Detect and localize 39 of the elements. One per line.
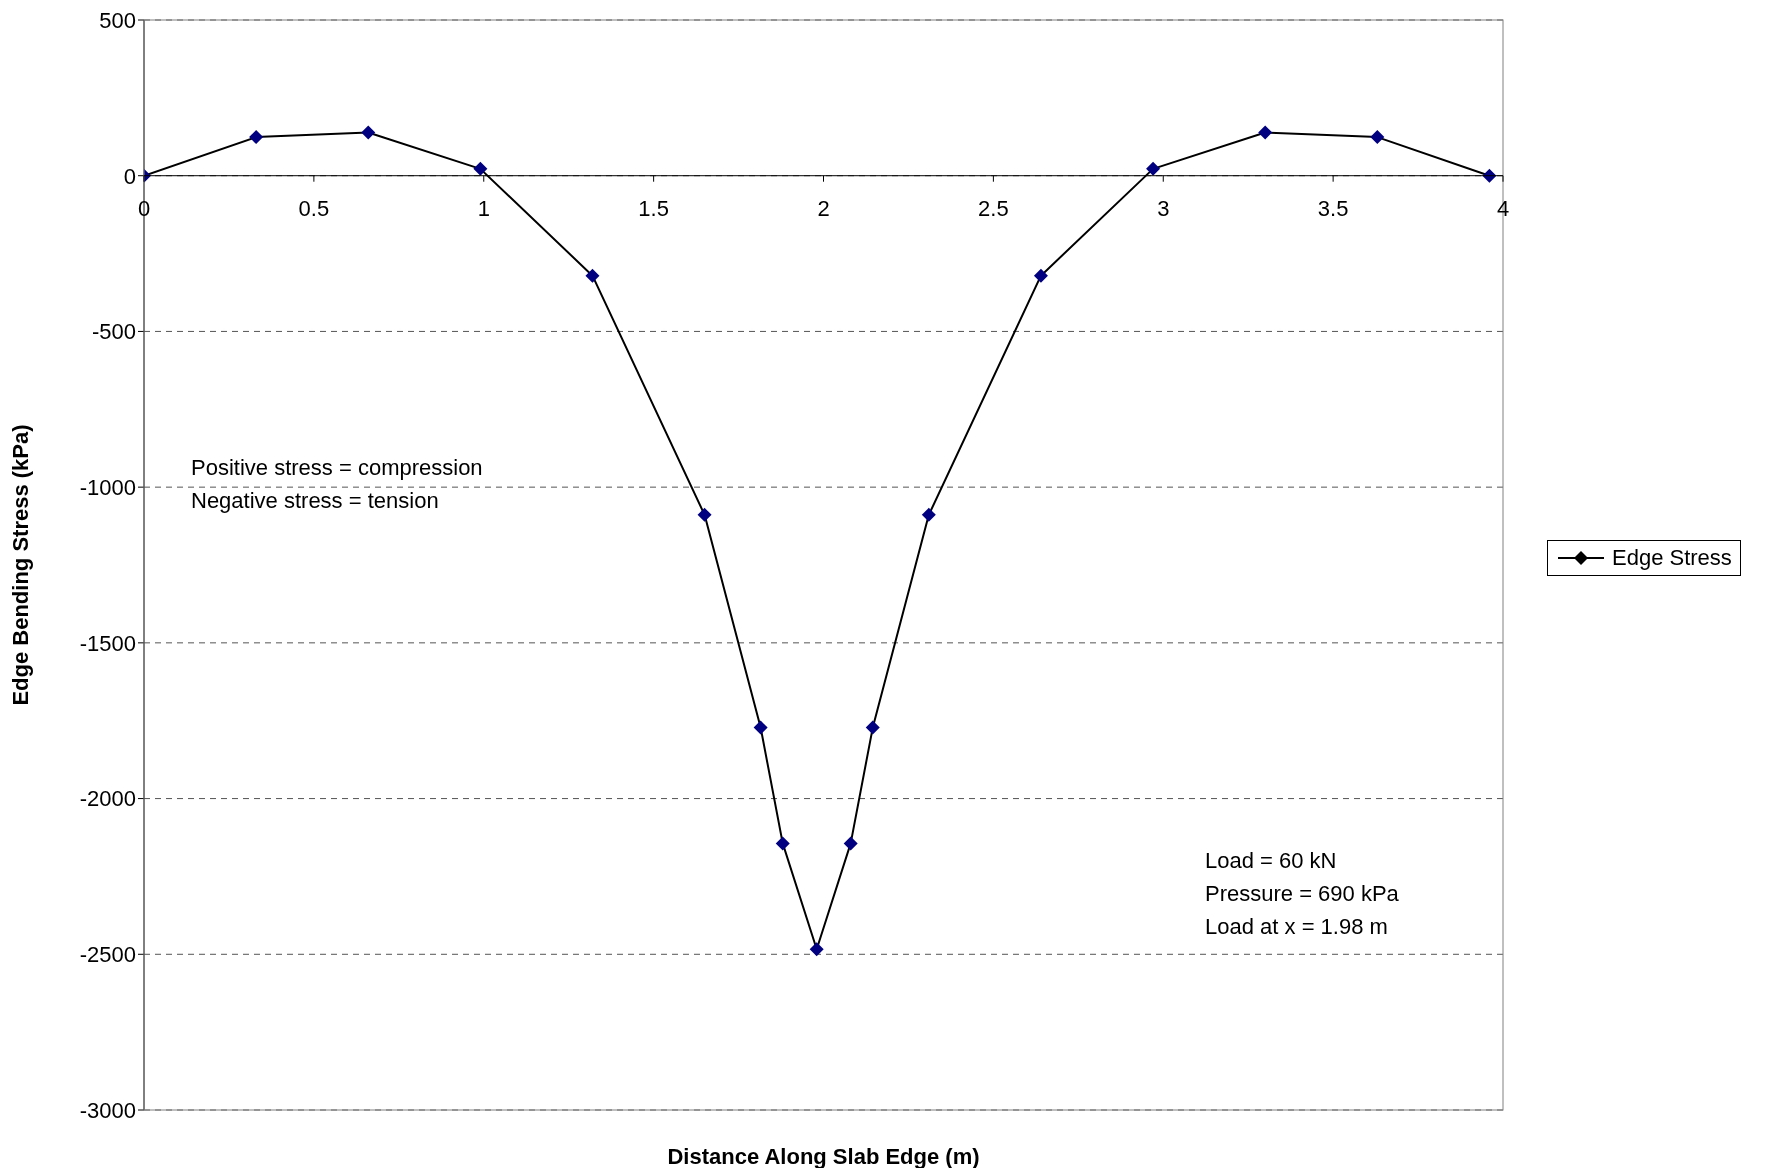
x-tick-label: 3.5 bbox=[1317, 195, 1349, 221]
point bbox=[1146, 161, 1161, 176]
annotation: Positive stress = compression bbox=[191, 454, 483, 482]
point bbox=[1033, 268, 1048, 283]
point bbox=[843, 836, 858, 851]
annotation: Negative stress = tension bbox=[191, 487, 440, 515]
point bbox=[753, 720, 768, 735]
x-tick-label: 2.5 bbox=[978, 195, 1009, 221]
x-tick-label: 1.5 bbox=[638, 195, 669, 221]
y-tick-label: 0 bbox=[123, 163, 136, 189]
y-tick-label: -1500 bbox=[79, 630, 136, 656]
point bbox=[1370, 130, 1385, 145]
point bbox=[775, 836, 790, 851]
x-axis-title: Distance Along Slab Edge (m) bbox=[667, 1144, 980, 1169]
y-axis-title: Edge Bending Stress (kPa) bbox=[7, 424, 33, 706]
x-tick-label: 3 bbox=[1157, 195, 1170, 221]
x-tick-label: 0.5 bbox=[298, 195, 330, 221]
point bbox=[697, 507, 712, 522]
point bbox=[809, 942, 824, 957]
annotation: Load at x = 1.98 m bbox=[1205, 913, 1389, 941]
y-tick-label: -2500 bbox=[79, 942, 136, 968]
point bbox=[921, 507, 936, 522]
x-tick-label: 4 bbox=[1496, 195, 1510, 221]
annotation: Load = 60 kN bbox=[1205, 847, 1338, 875]
point bbox=[249, 130, 264, 145]
point bbox=[1258, 125, 1273, 140]
y-tick-label: -500 bbox=[91, 319, 136, 345]
annotation: Pressure = 690 kPa bbox=[1205, 880, 1399, 908]
x-tick-label: 1 bbox=[477, 195, 490, 221]
x-tick-label: 2 bbox=[817, 195, 830, 221]
y-tick-label: -3000 bbox=[79, 1097, 136, 1123]
point bbox=[473, 161, 488, 176]
point bbox=[865, 720, 880, 735]
point bbox=[361, 125, 376, 140]
y-tick-label: -2000 bbox=[79, 786, 136, 812]
y-tick-label: -1000 bbox=[79, 474, 136, 500]
y-tick-label: 500 bbox=[99, 7, 136, 33]
legend-label: Edge Stress bbox=[1612, 545, 1732, 571]
point bbox=[585, 268, 600, 283]
